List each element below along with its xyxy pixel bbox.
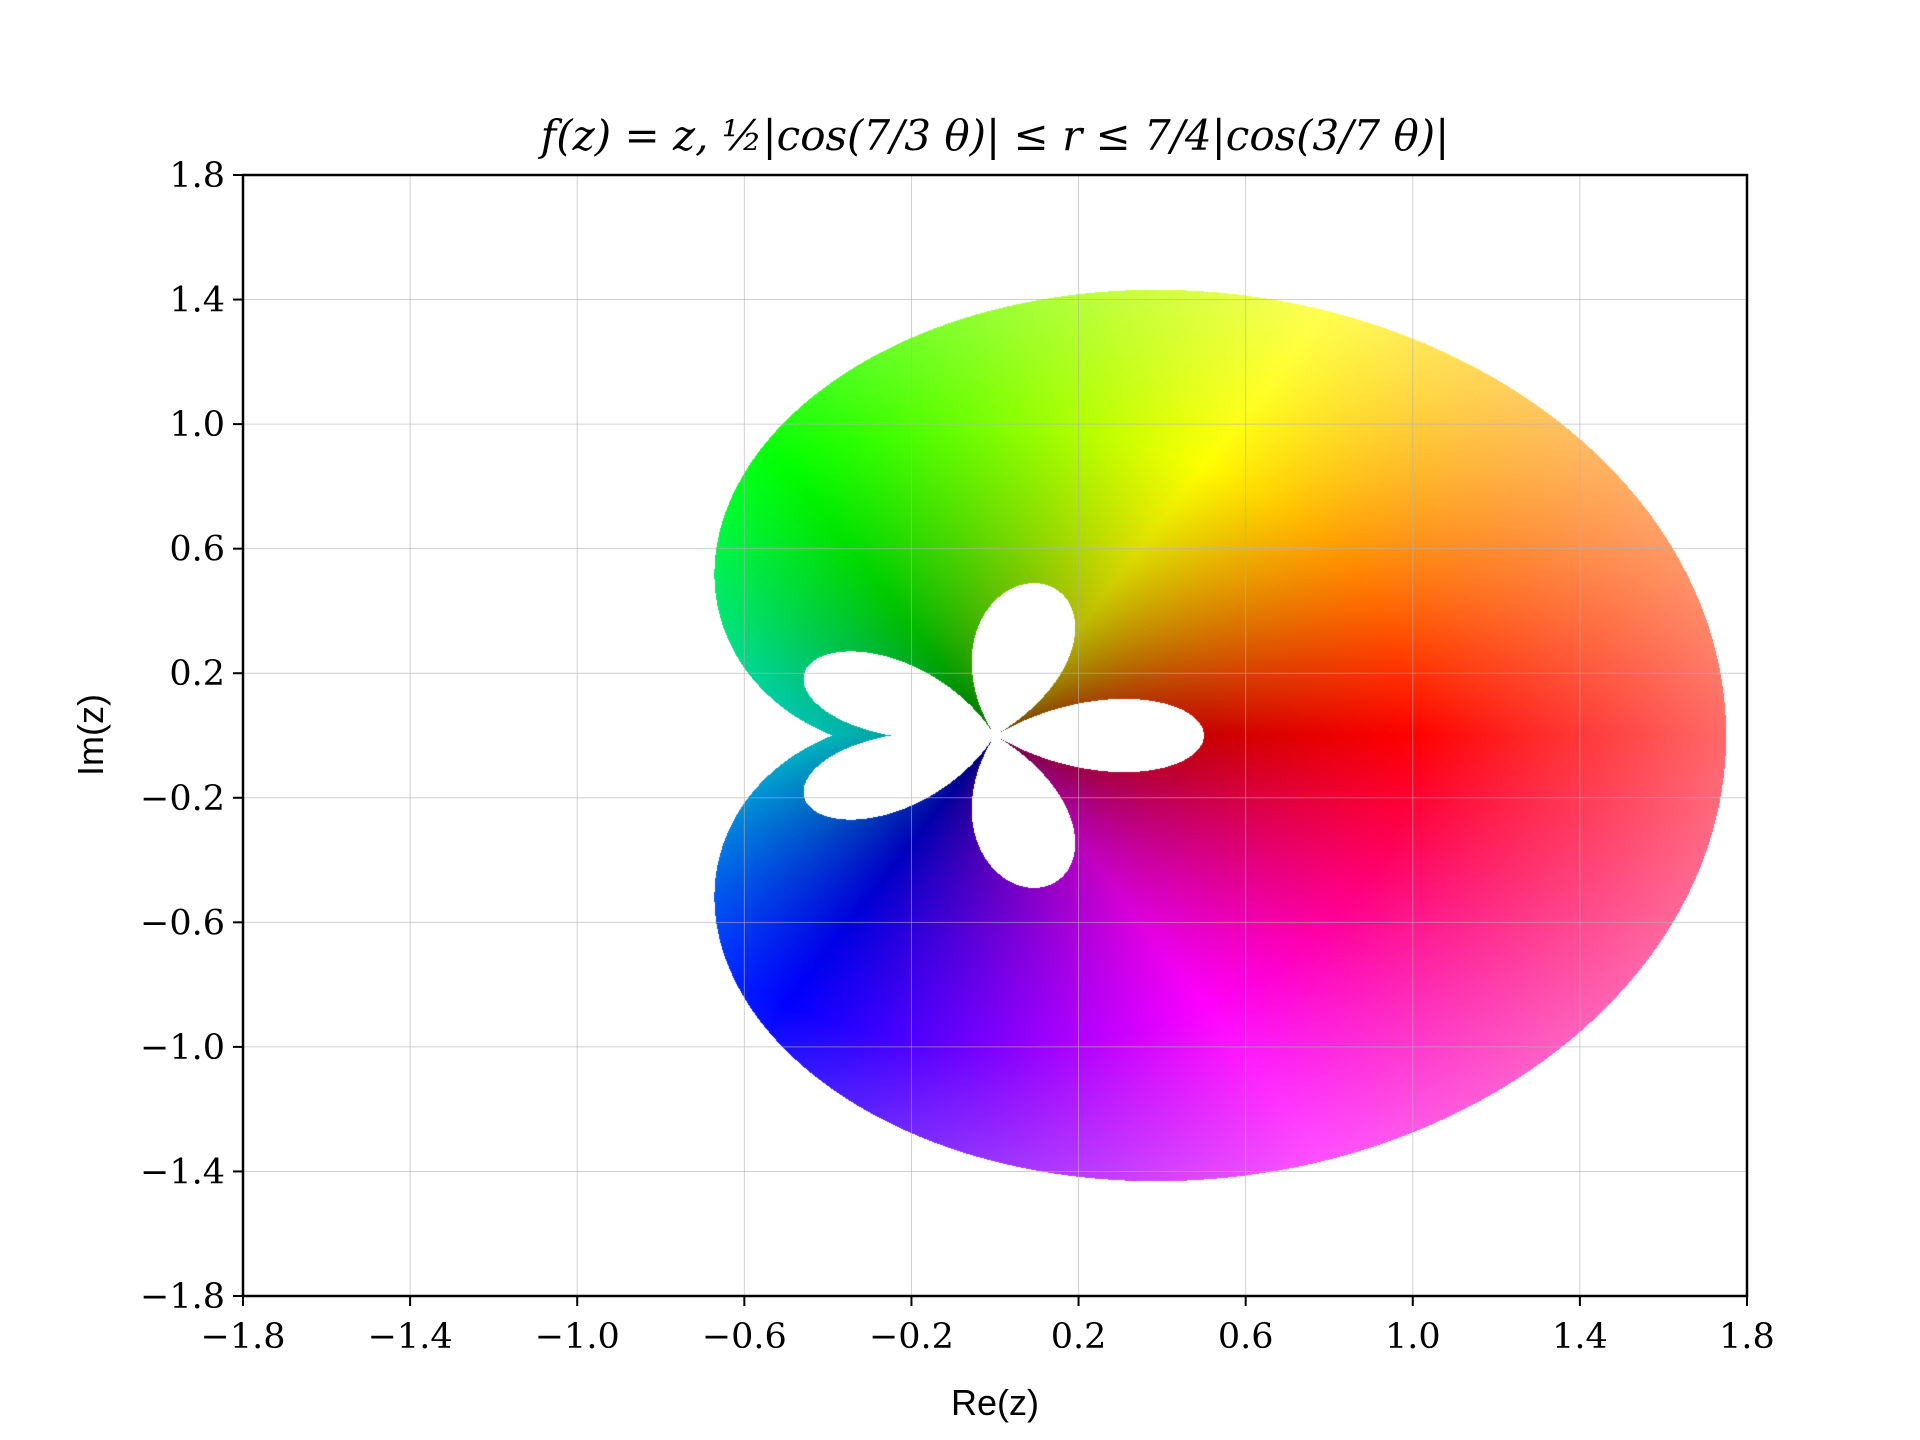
domain-coloring-image: [243, 175, 1747, 1296]
y-tick-label: −0.2: [140, 779, 225, 819]
plot-area: [242, 174, 1748, 1297]
y-tick-label: 1.4: [169, 281, 225, 321]
x-tick-label: 1.0: [1385, 1317, 1441, 1357]
x-tick-label: −1.4: [368, 1317, 453, 1357]
x-tick-label: 0.2: [1051, 1317, 1107, 1357]
y-tick-label: 1.0: [169, 405, 225, 445]
x-tick-label: −1.0: [535, 1317, 620, 1357]
chart-title: f(z) = z, ½|cos(7/3 θ)| ≤ r ≤ 7/4|cos(3/…: [538, 111, 1450, 160]
y-tick-label: −1.4: [140, 1152, 225, 1192]
y-tick-label: 1.8: [169, 156, 225, 196]
y-tick-label: 0.2: [169, 654, 225, 694]
plot-frame: [241, 173, 1749, 1298]
y-tick-label: −1.8: [140, 1277, 225, 1317]
x-tick-label: 0.6: [1218, 1317, 1274, 1357]
x-tick-label: −0.2: [869, 1317, 954, 1357]
x-tick-label: 1.8: [1719, 1317, 1775, 1357]
x-axis-label: Re(z): [951, 1382, 1039, 1423]
y-axis: −1.8 −1.4 −1.0 −0.6 −0.2 0.2 0.6 1.0 1.4 1.8: [140, 156, 243, 1317]
x-tick-label: −0.6: [702, 1317, 787, 1357]
y-tick-label: −0.6: [140, 903, 225, 943]
x-tick-label: 1.4: [1552, 1317, 1608, 1357]
x-tick-label: −1.8: [201, 1317, 286, 1357]
y-tick-label: 0.6: [169, 530, 225, 570]
y-axis-label: Im(z): [70, 694, 111, 776]
x-axis: −1.8 −1.4 −1.0 −0.6 −0.2 0.2 0.6 1.0 1.4 1.8: [201, 1296, 1775, 1357]
y-tick-label: −1.0: [140, 1028, 225, 1068]
